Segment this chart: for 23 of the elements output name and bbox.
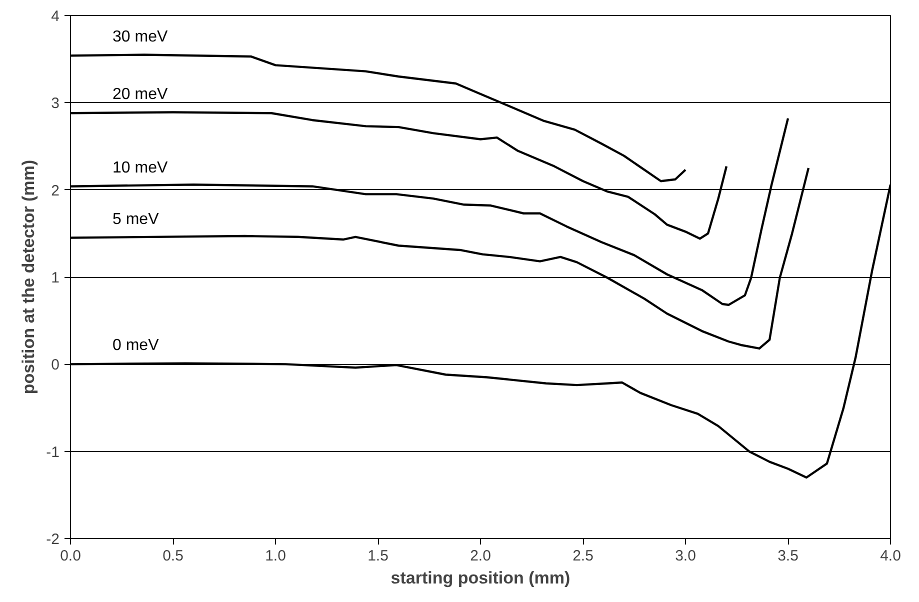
y-tick-label: 1	[51, 270, 60, 286]
series-label: 5 meV	[112, 210, 160, 228]
y-tick-label: -2	[46, 531, 60, 548]
series-label: 10 meV	[112, 159, 168, 176]
y-axis-title: position at the detector (mm)	[19, 160, 38, 394]
x-tick-label: 1.5	[368, 548, 388, 564]
x-tick-label: 2.5	[572, 548, 594, 564]
x-tick-label: 3.0	[675, 548, 696, 564]
series-label: 20 meV	[112, 86, 168, 104]
x-axis-title: starting position (mm)	[390, 568, 570, 588]
y-tick-label: -1	[46, 444, 60, 461]
x-tick-label: 0.5	[162, 548, 184, 564]
x-tick-label: 0.0	[60, 548, 81, 564]
y-tick-label: 3	[51, 95, 60, 112]
series-label: 0 meV	[112, 337, 160, 354]
y-tick-label: 4	[51, 8, 60, 25]
y-tick-label: 0	[51, 356, 60, 374]
series-label: 30 meV	[112, 28, 168, 46]
x-tick-label: 1.0	[265, 548, 286, 564]
y-tick-label: 2	[51, 182, 60, 200]
x-tick-label: 2.0	[470, 548, 491, 564]
x-tick-label: 3.5	[778, 548, 798, 564]
x-tick-label: 4.0	[880, 548, 901, 564]
